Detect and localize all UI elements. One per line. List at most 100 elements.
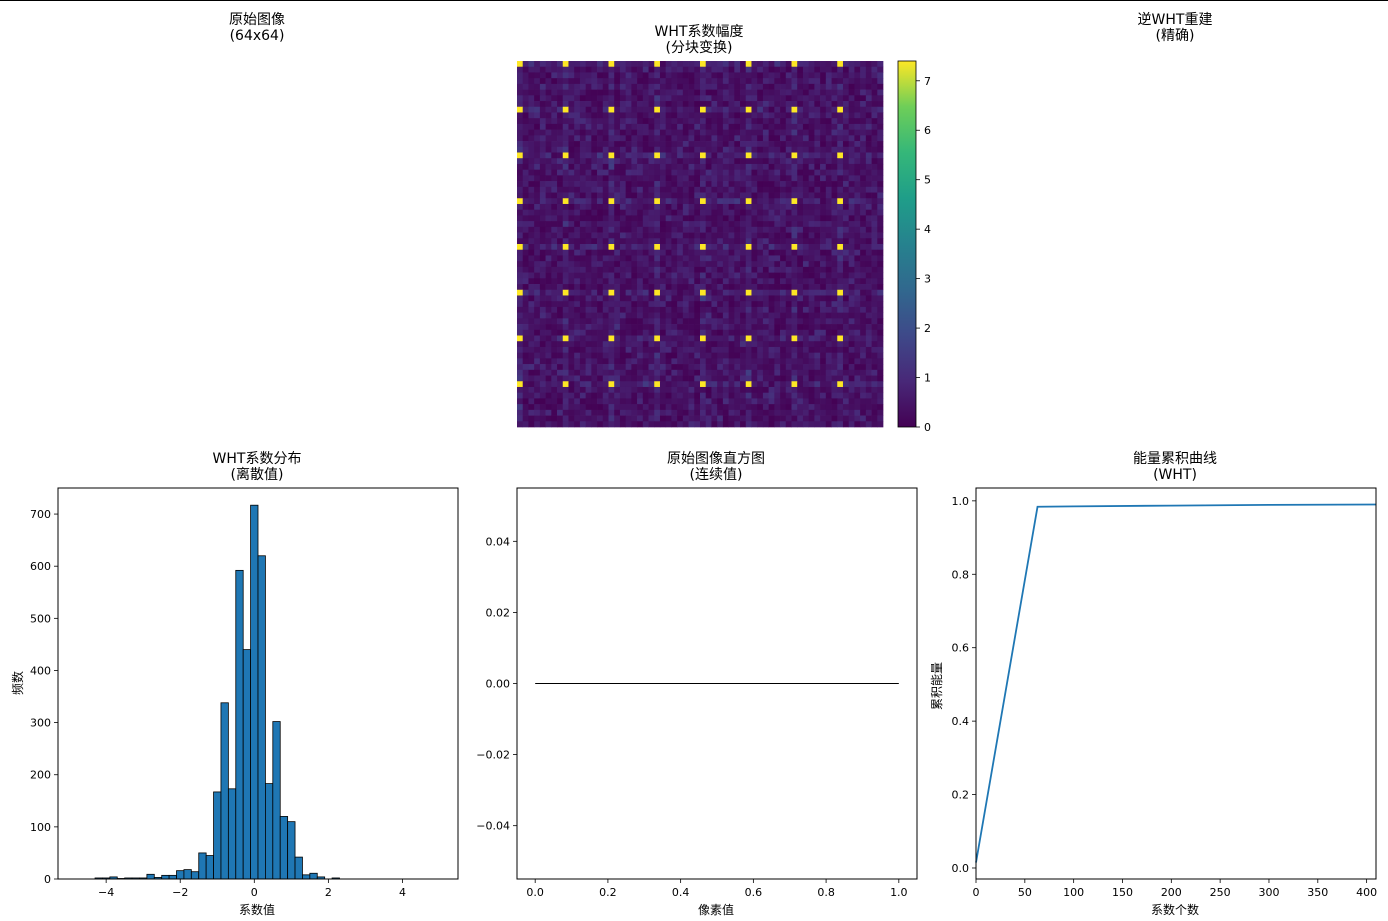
heatmap-cell — [848, 358, 855, 365]
heatmap-cell — [579, 112, 586, 119]
heatmap-cell — [614, 146, 621, 153]
heatmap-cell — [802, 404, 810, 411]
heatmap-cell — [597, 209, 604, 216]
heatmap-cell — [837, 398, 844, 405]
heatmap-cell — [522, 221, 529, 228]
heatmap-cell — [614, 61, 621, 68]
x-tick-label: 400 — [1356, 886, 1377, 899]
heatmap-cell — [694, 186, 701, 193]
heatmap-cell — [842, 158, 850, 165]
heatmap-cell — [602, 404, 609, 411]
heatmap-cell — [802, 129, 810, 136]
heatmap-cell — [728, 78, 735, 85]
heatmap-cell — [808, 123, 815, 130]
heatmap-cell — [522, 129, 529, 136]
heatmap-cell — [568, 175, 575, 182]
heatmap-cell — [705, 398, 712, 405]
heatmap-cell — [774, 295, 781, 302]
heatmap-cell — [625, 244, 632, 251]
heatmap-cell — [545, 312, 552, 319]
heatmap-cell — [557, 346, 564, 354]
heatmap-cell — [671, 329, 678, 336]
heatmap-cell — [654, 181, 661, 188]
heatmap-cell — [871, 226, 878, 233]
heatmap-cell — [700, 203, 707, 211]
heatmap-cell — [768, 101, 775, 108]
heatmap-cell — [579, 266, 586, 273]
heatmap-cell — [557, 318, 564, 325]
heatmap-cell — [871, 238, 878, 245]
heatmap-cell — [637, 135, 644, 142]
heatmap-cell — [871, 381, 878, 388]
x-tick-label: 100 — [1063, 886, 1084, 899]
heatmap-cell — [734, 289, 741, 296]
heatmap-cell — [694, 135, 701, 142]
heatmap-cell — [740, 66, 747, 73]
heatmap-cell — [831, 89, 838, 96]
heatmap-cell — [762, 141, 769, 148]
heatmap-cell — [534, 78, 541, 85]
heatmap-cell — [568, 181, 575, 188]
heatmap-cell — [591, 101, 598, 108]
heatmap-cell — [562, 203, 569, 211]
heatmap-cell — [539, 278, 546, 285]
heatmap-cell — [700, 123, 707, 130]
heatmap-cell — [768, 386, 775, 394]
heatmap-cell — [602, 255, 609, 262]
y-tick-label: 300 — [30, 717, 51, 730]
y-tick-label: −0.02 — [476, 749, 510, 762]
heatmap-cell — [688, 249, 695, 256]
heatmap-cell — [579, 295, 586, 302]
heatmap-cell — [700, 198, 707, 205]
heatmap-cell — [791, 181, 798, 188]
heatmap-cell — [619, 83, 627, 90]
heatmap-cell — [522, 364, 529, 371]
heatmap-cell — [545, 221, 552, 228]
heatmap-cell — [757, 112, 764, 119]
heatmap-cell — [631, 61, 638, 68]
heatmap-cell — [659, 278, 667, 285]
heatmap-cell — [517, 135, 524, 142]
heatmap-cell — [734, 404, 741, 411]
heatmap-cell — [677, 232, 684, 239]
heatmap-cell — [591, 238, 598, 245]
heatmap-cell — [831, 312, 838, 319]
heatmap-cell — [642, 169, 649, 176]
heatmap-cell — [745, 175, 752, 182]
heatmap-cell — [711, 238, 718, 245]
heatmap-cell — [797, 141, 804, 148]
heatmap-cell — [654, 369, 661, 376]
heatmap-cell — [728, 175, 735, 182]
heatmap-cell — [688, 221, 695, 228]
heatmap-cell — [785, 181, 792, 188]
heatmap-cell — [831, 78, 838, 85]
heatmap-cell — [597, 409, 604, 416]
heatmap-cell — [625, 386, 632, 394]
heatmap-cell — [551, 266, 558, 273]
heatmap-cell — [877, 421, 884, 428]
heatmap-cell — [654, 169, 661, 176]
heatmap-cell — [837, 129, 844, 136]
heatmap-cell — [745, 398, 752, 405]
heatmap-cell — [539, 123, 546, 130]
heatmap-cell — [802, 341, 810, 348]
heatmap-cell — [642, 175, 649, 182]
heatmap-cell — [814, 106, 821, 113]
heatmap-cell — [700, 375, 707, 382]
heatmap-cell — [648, 226, 655, 233]
heatmap-cell — [842, 301, 850, 308]
heatmap-cell — [848, 249, 855, 256]
heatmap-cell — [728, 329, 735, 336]
heatmap-cell — [842, 232, 850, 239]
heatmap-cell — [671, 163, 678, 171]
heatmap-cell — [591, 358, 598, 365]
heatmap-cell — [637, 278, 644, 285]
heatmap-cell — [597, 123, 604, 130]
heatmap-cell — [785, 169, 792, 176]
heatmap-cell — [711, 221, 718, 228]
heatmap-cell — [631, 329, 638, 336]
heatmap-cell — [871, 346, 878, 354]
heatmap-cell — [877, 415, 884, 422]
heatmap-cell — [659, 118, 667, 125]
heatmap-cell — [854, 352, 861, 359]
